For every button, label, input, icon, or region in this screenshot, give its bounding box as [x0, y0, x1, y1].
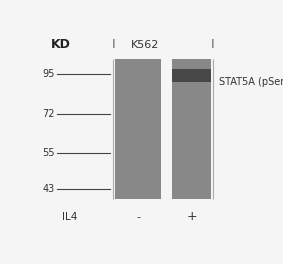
Text: 43: 43	[43, 184, 55, 194]
Bar	[115, 59, 162, 199]
Text: K562: K562	[131, 40, 159, 50]
Text: -: -	[136, 212, 140, 222]
Text: I: I	[112, 38, 115, 51]
Text: KD: KD	[51, 38, 70, 51]
Text: 95: 95	[43, 69, 55, 79]
Text: +: +	[187, 210, 198, 223]
Text: 55: 55	[43, 148, 55, 158]
Bar	[172, 59, 211, 199]
Text: I: I	[211, 38, 215, 51]
Text: 72: 72	[43, 109, 55, 119]
Text: STAT5A (pSer780): STAT5A (pSer780)	[218, 77, 283, 87]
Bar	[172, 69, 211, 82]
Text: IL4: IL4	[62, 212, 77, 222]
